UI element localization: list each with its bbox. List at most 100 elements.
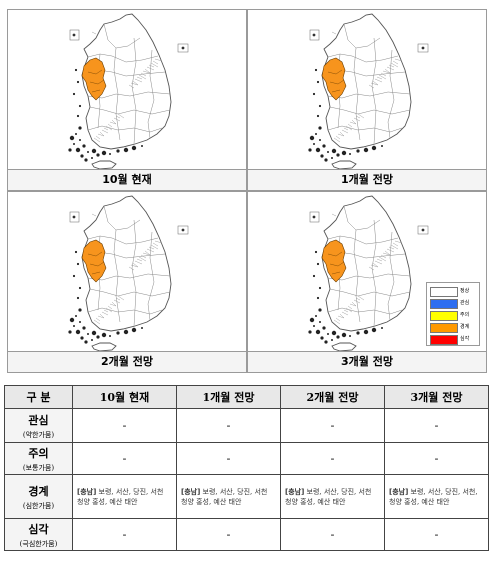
district-boundary xyxy=(353,117,361,122)
island xyxy=(181,46,185,50)
island xyxy=(336,335,340,339)
district-boundary xyxy=(132,262,139,268)
district-boundary xyxy=(327,125,403,133)
island xyxy=(101,150,107,156)
legend-swatch xyxy=(430,323,458,333)
legend-swatch xyxy=(430,287,458,297)
table-cell: - xyxy=(72,518,177,551)
legend-label: 경계 xyxy=(460,324,470,330)
district-boundary xyxy=(382,252,391,256)
island xyxy=(84,158,88,162)
district-boundary xyxy=(144,250,151,256)
district-boundary xyxy=(337,315,345,319)
island xyxy=(327,333,329,335)
island xyxy=(313,143,315,145)
table-row: 경계 (심한가뭄) [충남] 보령, 서산, 당진, 서천 청양 홍성, 예산 태… xyxy=(4,474,489,519)
district-boundary xyxy=(150,62,159,68)
district-boundary xyxy=(132,80,139,86)
district-boundary xyxy=(376,76,383,80)
district-boundary xyxy=(329,106,411,115)
district-boundary xyxy=(378,256,387,262)
island xyxy=(91,157,93,159)
island xyxy=(315,147,321,153)
district-boundary xyxy=(378,74,387,80)
district-boundary xyxy=(113,47,121,141)
map-panel-current: 10월 현재 xyxy=(7,9,247,191)
table-cell: [충남] 보령, 서산, 당진, 서천 청양 홍성, 예산 태안 xyxy=(72,474,177,519)
district-boundary xyxy=(384,250,391,256)
island xyxy=(331,339,333,341)
district-boundary xyxy=(87,53,159,63)
district-boundary xyxy=(152,242,159,247)
district-boundary xyxy=(93,137,101,143)
island xyxy=(96,335,100,339)
mainland-outline xyxy=(321,13,412,150)
island xyxy=(141,327,143,329)
warning-region xyxy=(321,57,347,101)
district-boundary xyxy=(91,213,97,217)
district-boundary xyxy=(148,64,155,68)
legend-item: 경계 xyxy=(430,322,478,333)
island xyxy=(421,46,425,50)
district-boundary xyxy=(349,121,357,125)
district-boundary xyxy=(107,123,113,128)
island xyxy=(356,331,360,335)
table-cell: - xyxy=(176,518,281,551)
jeju-island xyxy=(331,160,357,170)
map-legend: 정상 관심 주의 경계 심각 xyxy=(426,282,480,346)
table-row: 주의 (보통가뭄) - - - - xyxy=(4,442,489,475)
district-boundary xyxy=(386,66,395,71)
district-boundary xyxy=(97,315,105,319)
island xyxy=(312,215,316,219)
legend-swatch xyxy=(430,311,458,321)
island xyxy=(309,135,315,141)
district-boundary xyxy=(376,258,383,262)
district-boundary xyxy=(134,78,143,83)
district-boundary xyxy=(154,240,163,244)
island xyxy=(356,149,360,153)
district-boundary xyxy=(87,307,163,315)
legend-swatch xyxy=(430,335,458,345)
district-boundary xyxy=(117,113,125,119)
district-boundary xyxy=(353,229,361,323)
island xyxy=(82,144,86,148)
district-boundary xyxy=(111,301,117,307)
district-boundary xyxy=(368,266,375,271)
header-current: 10월 현재 xyxy=(72,385,177,409)
island xyxy=(308,330,312,334)
island xyxy=(316,296,320,300)
island xyxy=(74,250,78,254)
district-boundary xyxy=(353,299,361,304)
district-boundary xyxy=(136,76,143,80)
district-boundary xyxy=(333,137,341,143)
district-boundary xyxy=(341,129,349,134)
district-boundary xyxy=(128,266,135,271)
island xyxy=(76,114,80,118)
island xyxy=(91,148,97,154)
district-boundary xyxy=(335,317,341,322)
district-boundary xyxy=(341,311,349,316)
mainland-outline xyxy=(81,13,172,150)
island xyxy=(322,326,326,330)
island xyxy=(381,327,383,329)
table-cell: - xyxy=(384,408,489,443)
island xyxy=(82,326,86,330)
district-boundary xyxy=(380,254,387,259)
island xyxy=(116,331,120,335)
district-boundary xyxy=(101,129,109,134)
warning-region xyxy=(81,239,107,283)
district-boundary xyxy=(89,288,171,297)
district-boundary xyxy=(87,251,105,275)
island xyxy=(331,330,337,336)
district-boundary xyxy=(331,31,337,35)
district-boundary xyxy=(371,219,377,327)
district-boundary xyxy=(355,297,361,301)
island xyxy=(123,329,129,335)
island xyxy=(131,327,137,333)
island xyxy=(76,80,80,84)
korea-map xyxy=(68,13,189,170)
mainland-outline xyxy=(321,195,412,332)
district-boundary xyxy=(150,244,159,250)
district-boundary xyxy=(97,133,105,137)
district-boundary xyxy=(109,303,117,307)
